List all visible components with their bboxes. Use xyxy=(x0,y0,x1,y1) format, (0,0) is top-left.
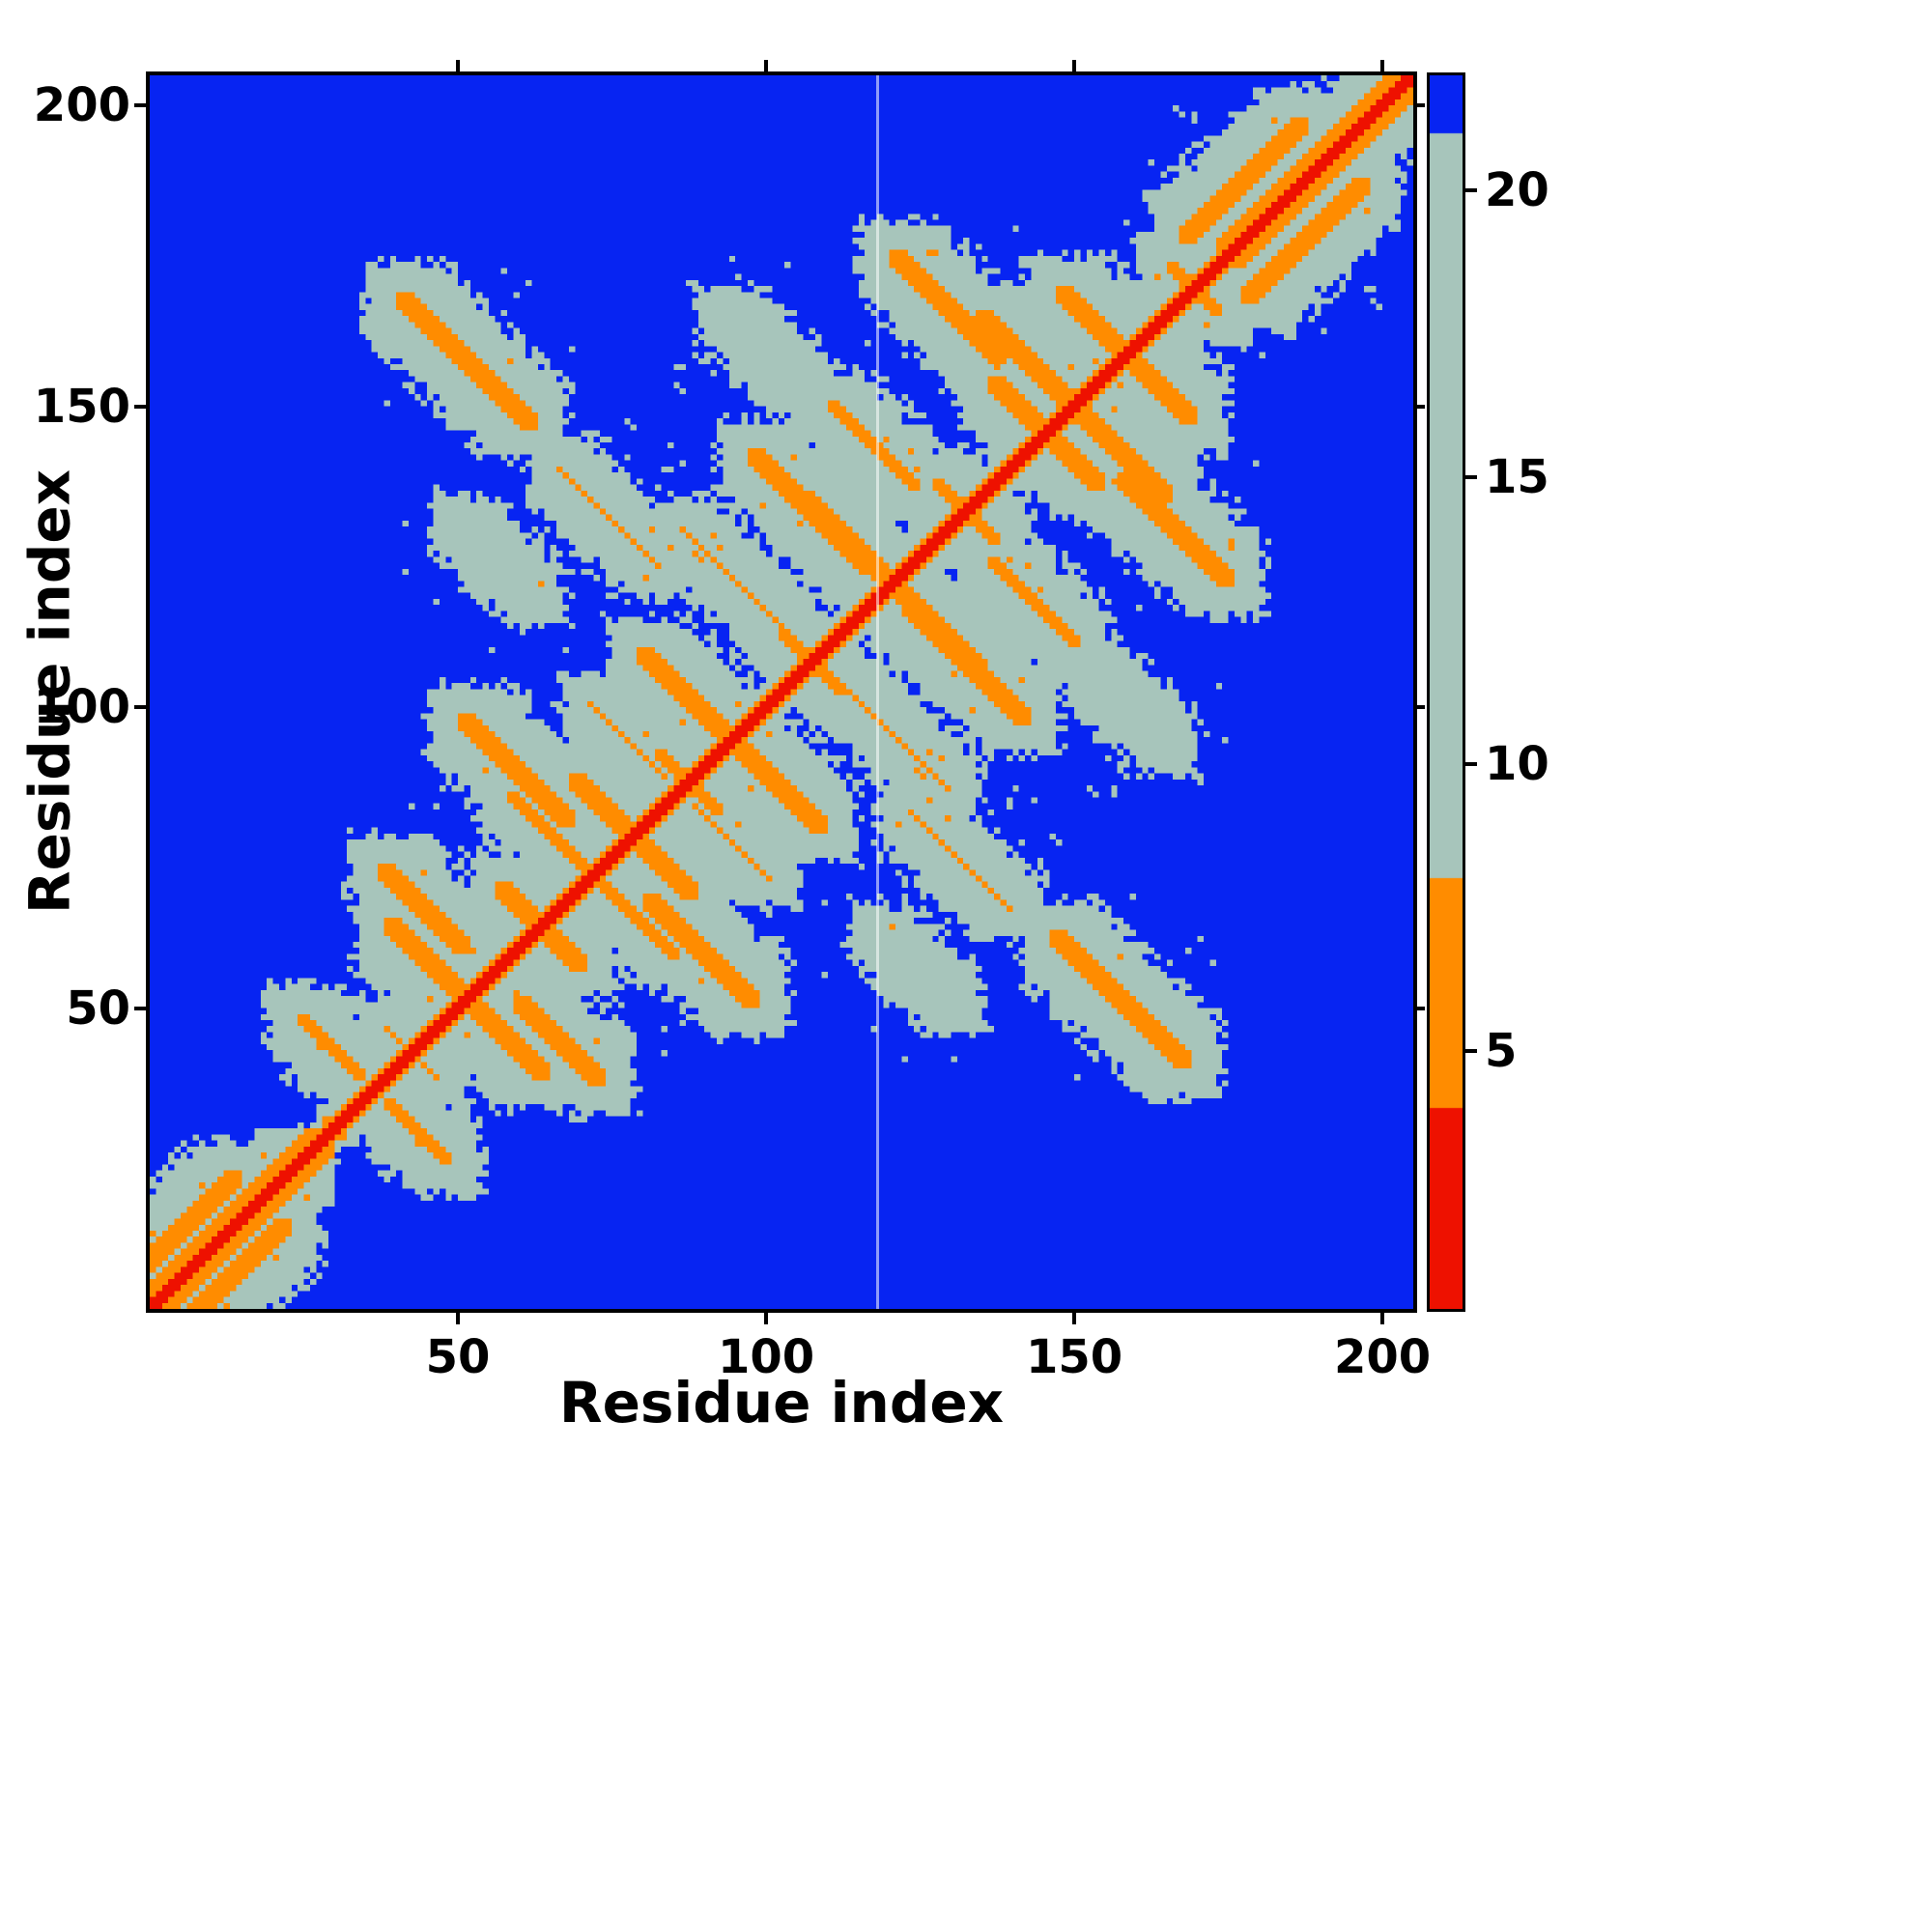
heatmap-canvas xyxy=(150,75,1413,1309)
colorbar-tick-label: 5 xyxy=(1485,1023,1518,1078)
colorbar-tick-mark xyxy=(1465,474,1477,479)
colorbar-frame xyxy=(1427,72,1465,1312)
colorbar-tick-mark xyxy=(1465,187,1477,192)
y-tick-label: 50 xyxy=(66,980,130,1036)
y-tick-mark-right xyxy=(1413,103,1425,108)
x-tick-mark-top xyxy=(456,60,461,75)
x-tick-label: 100 xyxy=(717,1330,815,1384)
x-tick-mark xyxy=(456,1309,461,1324)
y-tick-mark-right xyxy=(1413,705,1425,710)
x-tick-mark xyxy=(1072,1309,1077,1324)
colorbar-tick-label: 10 xyxy=(1485,736,1549,791)
x-tick-label: 200 xyxy=(1333,1330,1432,1384)
colorbar-tick-mark xyxy=(1465,1048,1477,1053)
x-tick-mark-top xyxy=(764,60,769,75)
y-tick-mark xyxy=(134,103,150,108)
x-tick-label: 50 xyxy=(425,1330,491,1384)
x-tick-mark-top xyxy=(1072,60,1077,75)
y-tick-mark xyxy=(134,404,150,409)
colorbar-tick-label: 20 xyxy=(1485,162,1549,217)
x-axis-title: Residue index xyxy=(558,1370,1005,1435)
colorbar-tick-label: 15 xyxy=(1485,449,1549,504)
colorbar-tick-mark xyxy=(1465,761,1477,766)
plot-frame xyxy=(146,71,1417,1313)
x-tick-mark-top xyxy=(1380,60,1385,75)
artifact-column-line xyxy=(875,75,879,1309)
y-tick-label: 200 xyxy=(33,78,130,133)
y-tick-mark-right xyxy=(1413,404,1425,409)
y-tick-mark xyxy=(134,705,150,710)
y-tick-mark xyxy=(134,1006,150,1010)
y-tick-mark-right xyxy=(1413,1006,1425,1010)
y-tick-label: 150 xyxy=(33,379,130,434)
x-tick-label: 150 xyxy=(1025,1330,1123,1384)
y-tick-label: 100 xyxy=(33,680,130,735)
colorbar-canvas xyxy=(1430,75,1463,1309)
x-tick-mark xyxy=(1380,1309,1385,1324)
x-tick-mark xyxy=(764,1309,769,1324)
